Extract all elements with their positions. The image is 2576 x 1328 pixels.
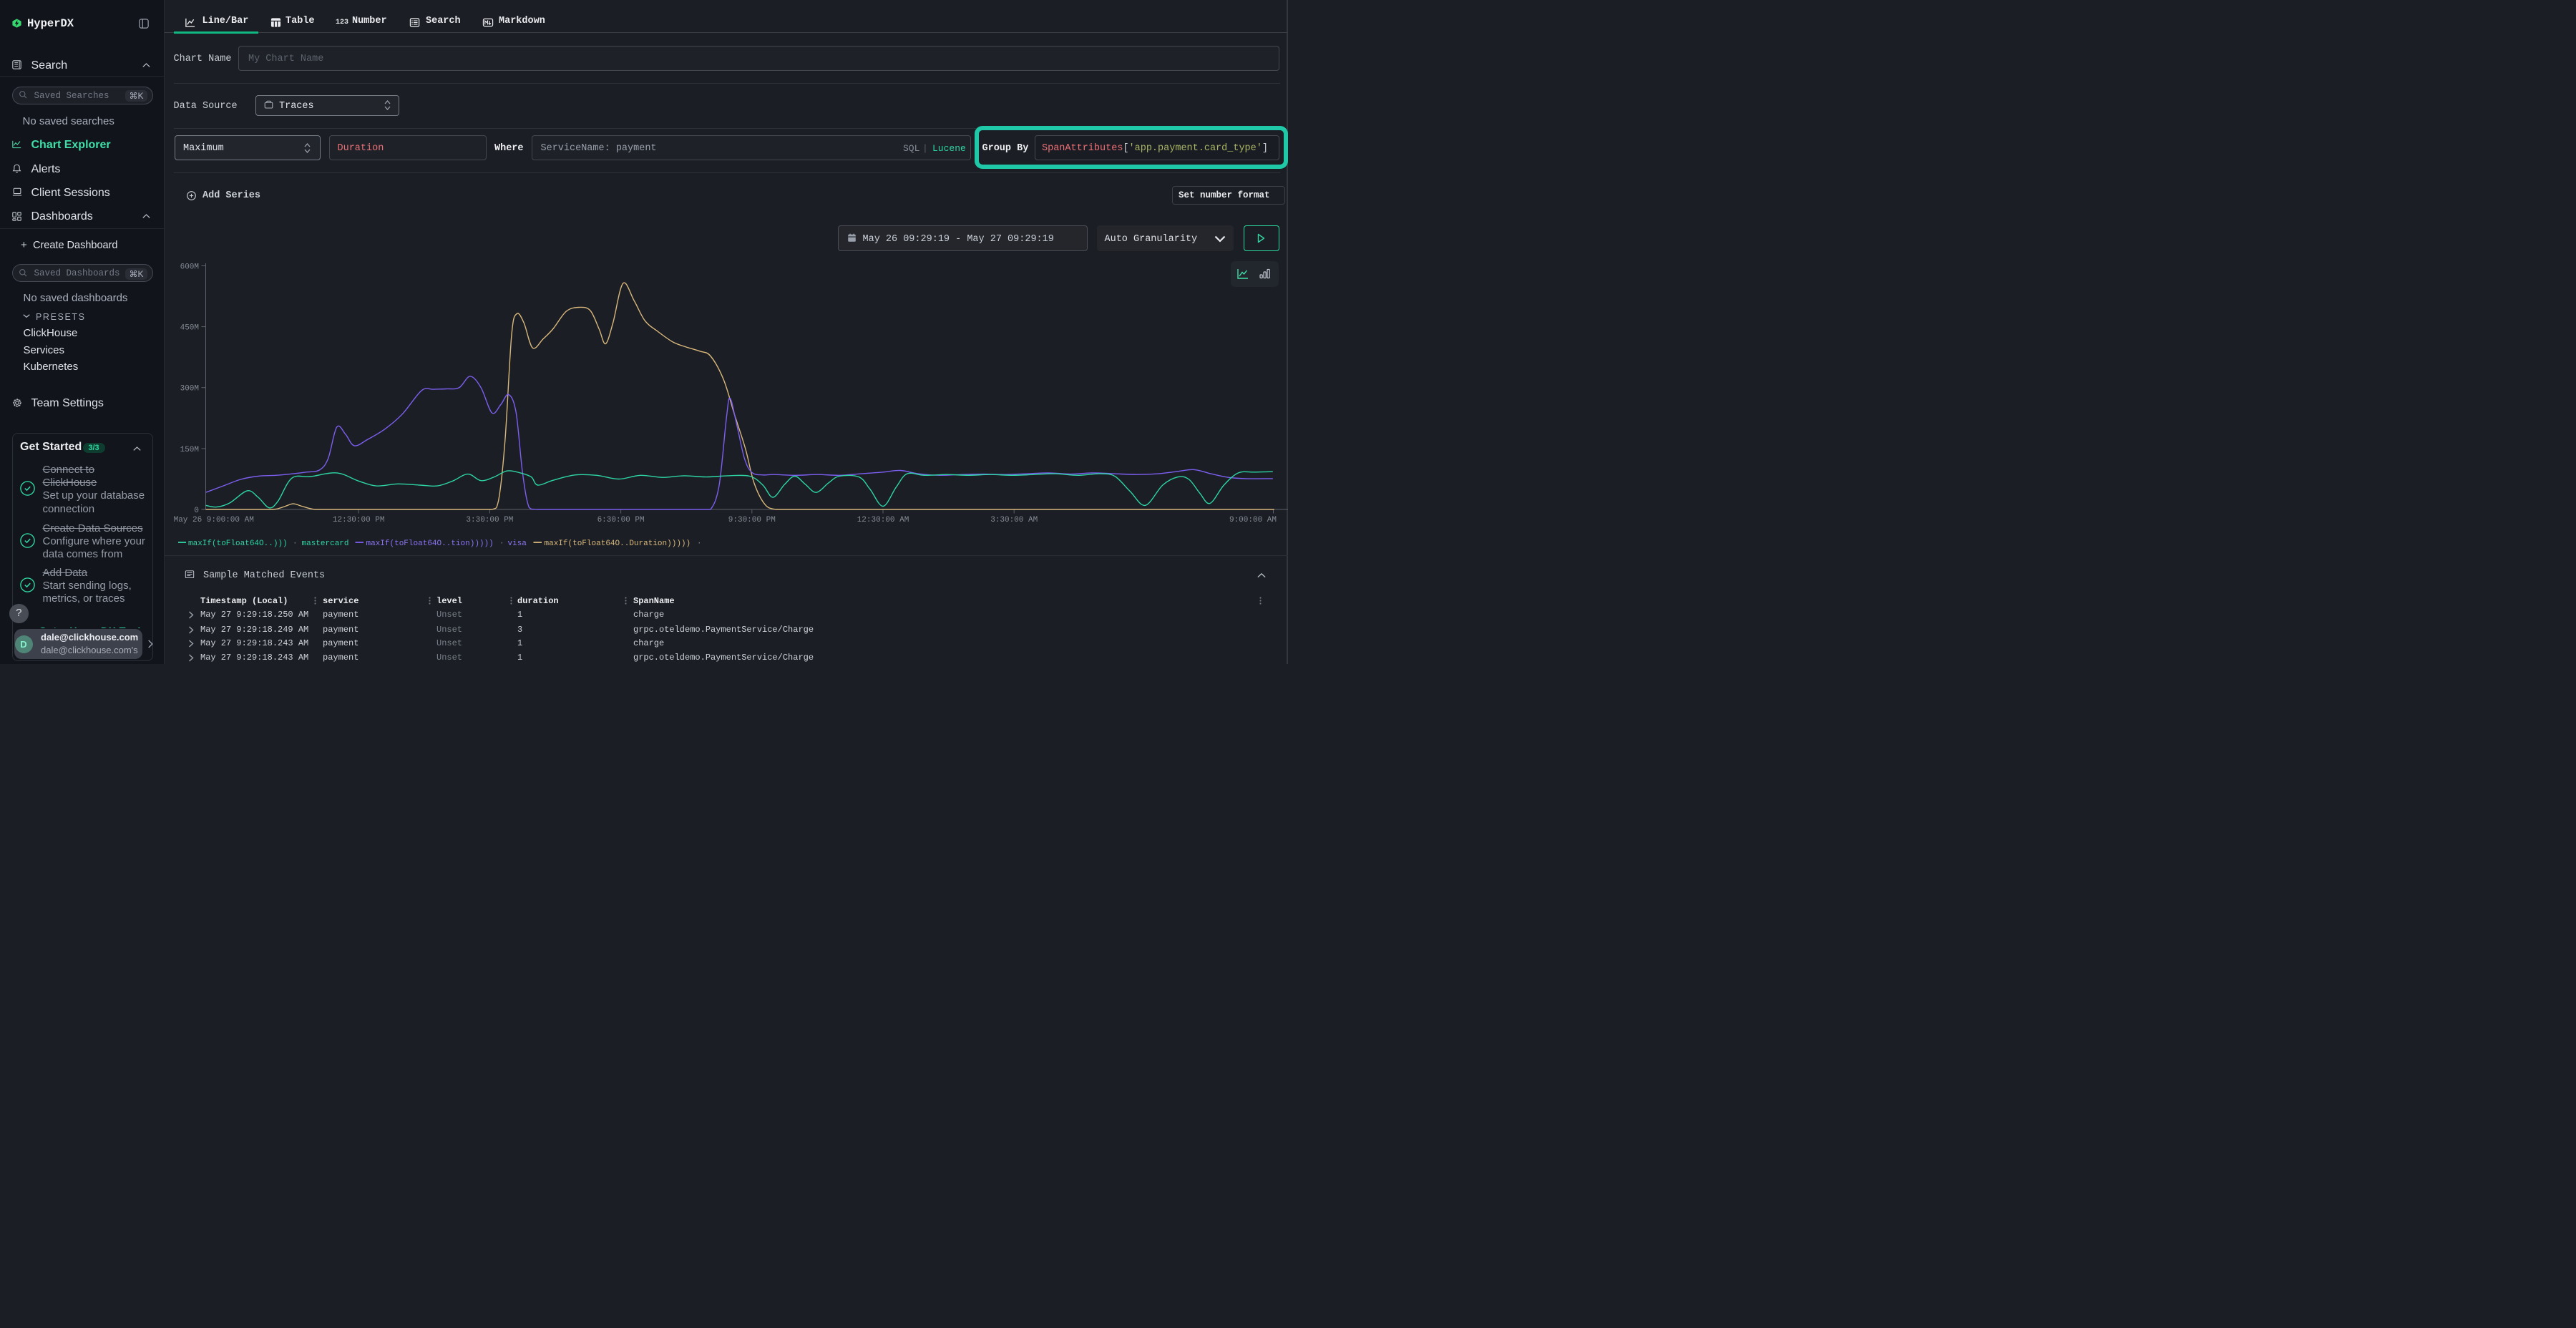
svg-text:12:30:00 PM: 12:30:00 PM (333, 516, 385, 524)
svg-text:·: · (697, 540, 702, 548)
svg-text:150M: 150M (180, 446, 199, 454)
svg-text:May 26 9:00:00 AM: May 26 9:00:00 AM (174, 516, 254, 524)
svg-text:maxIf(toFloat64O..tion))))): maxIf(toFloat64O..tion))))) (366, 540, 494, 548)
svg-text:maxIf(toFloat64O..Duration)))): maxIf(toFloat64O..Duration))))) (545, 540, 691, 548)
svg-text:maxIf(toFloat64O..))): maxIf(toFloat64O..))) (188, 540, 288, 548)
svg-text:450M: 450M (180, 324, 199, 333)
svg-text:12:30:00 AM: 12:30:00 AM (857, 516, 909, 524)
svg-text:9:00:00 AM: 9:00:00 AM (1229, 516, 1277, 524)
svg-text:6:30:00 PM: 6:30:00 PM (597, 516, 645, 524)
svg-text:·: · (293, 540, 298, 548)
svg-text:mastercard: mastercard (302, 540, 349, 548)
svg-text:0: 0 (194, 507, 199, 515)
svg-text:visa: visa (508, 540, 527, 548)
svg-text:·: · (499, 540, 504, 548)
svg-text:3:30:00 PM: 3:30:00 PM (466, 516, 513, 524)
svg-text:3:30:00 AM: 3:30:00 AM (990, 516, 1038, 524)
svg-text:600M: 600M (180, 263, 199, 272)
svg-text:9:30:00 PM: 9:30:00 PM (728, 516, 776, 524)
svg-text:300M: 300M (180, 385, 199, 394)
